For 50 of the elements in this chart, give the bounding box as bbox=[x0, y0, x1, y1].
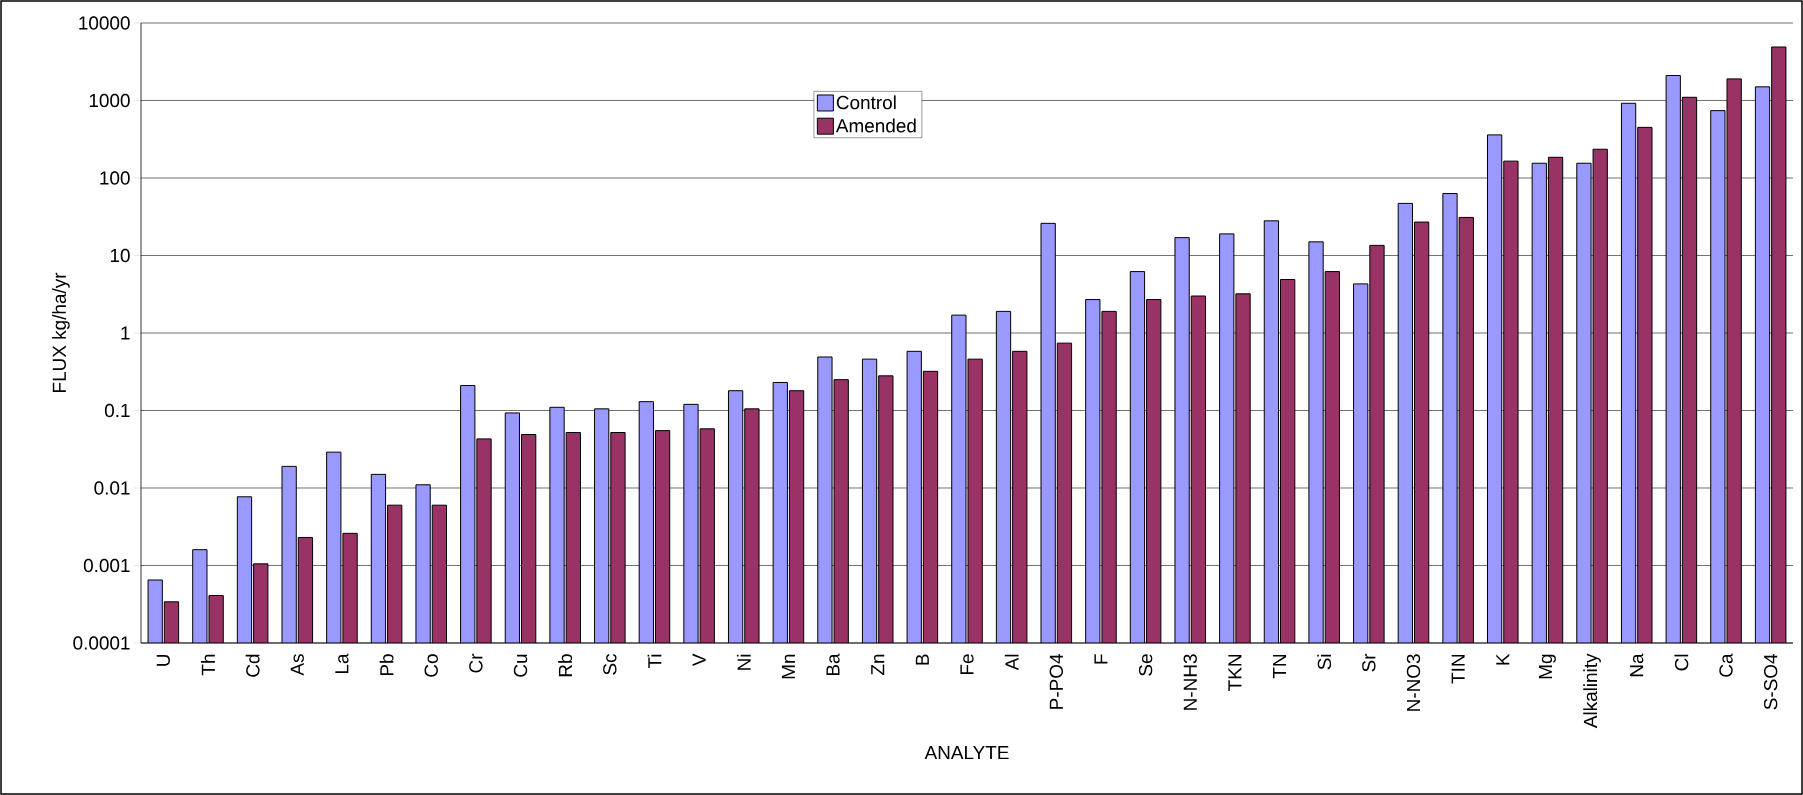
x-tick-label: Na bbox=[1630, 653, 1644, 677]
x-tick-label: Ni bbox=[736, 654, 751, 670]
y-tick-label: 0.001 bbox=[83, 558, 130, 573]
y-tick-label: 100 bbox=[100, 171, 130, 185]
x-tick-label: Fe bbox=[960, 654, 974, 675]
x-tick-label: Si bbox=[1317, 654, 1332, 670]
x-tick-label: Rb bbox=[558, 654, 573, 677]
x-tick-label: Cr bbox=[469, 653, 483, 673]
y-tick-label: 10 bbox=[110, 248, 130, 263]
x-tick-label: La bbox=[335, 653, 349, 673]
x-tick-label: Cl bbox=[1674, 654, 1689, 671]
y-tick-label: 1 bbox=[121, 326, 130, 340]
x-tick-label: P-PO4 bbox=[1049, 654, 1063, 709]
x-tick-label: Th bbox=[201, 654, 215, 676]
x-tick-label: B bbox=[915, 654, 929, 665]
x-tick-label: As bbox=[290, 654, 304, 676]
x-tick-label: S-SO4 bbox=[1763, 654, 1778, 710]
y-tick-label: 10000 bbox=[79, 16, 130, 30]
x-tick-label: TN bbox=[1273, 655, 1287, 679]
x-tick-label: Alkalinity bbox=[1583, 653, 1601, 729]
x-tick-label: Cu bbox=[513, 654, 528, 677]
x-tick-label: N-NH3 bbox=[1183, 654, 1197, 710]
x-tick-label: TIN bbox=[1451, 655, 1465, 684]
x-tick-label: F bbox=[1094, 654, 1108, 664]
x-tick-label: Co bbox=[424, 654, 438, 677]
x-tick-label: Pb bbox=[379, 654, 394, 676]
x-tick-label: Zn bbox=[871, 654, 885, 675]
y-tick-label: 1000 bbox=[89, 93, 130, 108]
y-tick-label: 0.1 bbox=[104, 403, 130, 418]
x-tick-label: K bbox=[1496, 653, 1510, 665]
x-tick-label: Ca bbox=[1719, 653, 1733, 677]
x-tick-label: TKN bbox=[1228, 655, 1242, 691]
x-tick-label: Al bbox=[1004, 654, 1019, 671]
x-tick-label: Cd bbox=[245, 654, 260, 677]
x-tick-label: Sc bbox=[603, 653, 617, 675]
x-tick-label: V bbox=[692, 653, 706, 667]
legend-label: Amended bbox=[835, 118, 916, 133]
x-tick-label: Ba bbox=[826, 653, 840, 676]
y-tick-label: 0.01 bbox=[94, 481, 130, 495]
x-tick-label: Mn bbox=[781, 654, 795, 679]
x-axis-title: ANALYTE bbox=[924, 746, 1009, 760]
x-tick-label: U bbox=[156, 654, 170, 666]
x-tick-label: N-NO3 bbox=[1406, 654, 1421, 711]
y-tick-label: 0.0001 bbox=[73, 636, 130, 650]
x-tick-label: Mg bbox=[1538, 654, 1556, 679]
x-tick-label: Se bbox=[1138, 654, 1153, 676]
x-tick-label: Ti bbox=[647, 654, 662, 669]
legend-label: Control bbox=[836, 95, 896, 110]
y-axis-title: FLUX kg/ha/yr bbox=[52, 272, 70, 392]
x-tick-label: Sr bbox=[1362, 653, 1376, 672]
